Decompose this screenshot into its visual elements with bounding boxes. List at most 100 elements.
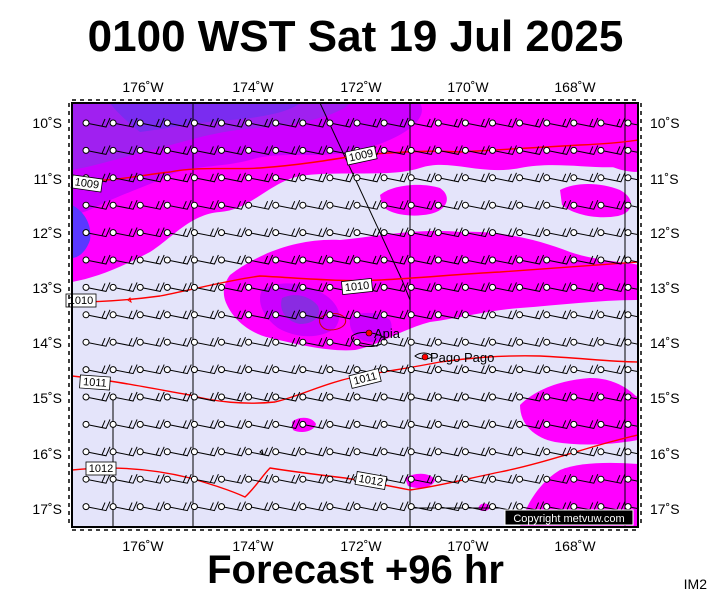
wind-barb	[600, 336, 626, 347]
place-markers: Apia Pago Pago	[365, 326, 494, 365]
wind-barb	[627, 478, 638, 482]
wind-barb	[248, 419, 274, 429]
wind-station-dot	[163, 146, 171, 154]
wind-barb	[302, 419, 328, 429]
wind-barb	[438, 282, 463, 292]
wind-station-dot	[407, 174, 415, 182]
wind-barb	[600, 145, 626, 155]
islet	[127, 297, 132, 304]
wind-barb	[627, 204, 638, 208]
wind-station-dot	[136, 229, 144, 237]
wind-station-dot	[190, 448, 198, 456]
wind-barb	[438, 172, 463, 183]
wind-station-dot	[82, 229, 90, 237]
wind-station-dot	[624, 475, 632, 483]
wind-barb	[275, 391, 301, 402]
wind-station-dot	[82, 420, 90, 428]
wind-barb	[221, 446, 246, 457]
wind-barb	[384, 336, 409, 347]
wind-barb	[465, 172, 490, 183]
wind-station-dot	[434, 174, 442, 182]
wind-station-dot	[218, 119, 225, 127]
wind-station-dot	[461, 174, 469, 182]
wind-station-dot	[624, 311, 632, 319]
wind-station-dot	[597, 201, 605, 209]
wind-barb	[411, 117, 436, 128]
wind-barb	[140, 364, 165, 375]
wind-barb	[411, 309, 436, 320]
wind-station-dot	[190, 256, 198, 264]
wind-barb	[438, 501, 463, 512]
isobar-label: 1010	[344, 280, 370, 294]
wind-station-dot	[543, 448, 551, 456]
wind-barb	[221, 199, 246, 210]
wind-station-dot	[272, 420, 280, 428]
wind-station-dot	[163, 174, 171, 182]
wind-barb	[384, 419, 409, 429]
wind-station-dot	[570, 420, 578, 428]
wind-station-dot	[245, 448, 253, 456]
wind-station-dot	[299, 146, 307, 154]
wind-barb	[248, 145, 274, 155]
wind-station-dot	[434, 338, 442, 346]
wind-barb	[546, 473, 572, 484]
wind-barb	[600, 199, 626, 210]
wind-station-dot	[597, 393, 605, 401]
wind-barb	[546, 227, 572, 238]
wind-barb	[438, 446, 463, 457]
wind-station-dot	[136, 283, 144, 291]
wind-station-dot	[163, 311, 171, 319]
wind-station-dot	[570, 146, 578, 154]
wind-barb	[573, 199, 599, 210]
wind-barb	[302, 501, 328, 512]
wind-barb	[275, 364, 301, 375]
wind-station-dot	[245, 338, 253, 346]
wind-barb	[248, 199, 274, 210]
savaii-island	[319, 313, 347, 331]
wind-station-dot	[163, 420, 171, 428]
wind-station-dot	[516, 174, 524, 182]
wind-barb	[302, 254, 328, 265]
wind-barb	[140, 501, 165, 512]
wind-barb	[275, 282, 301, 292]
wind-barb	[519, 473, 545, 484]
wind-station-dot	[380, 338, 388, 346]
wind-station-dot	[245, 366, 253, 374]
wind-station-dot	[516, 229, 524, 237]
wind-barb	[275, 419, 301, 429]
wind-station-dot	[109, 393, 117, 401]
wind-barb	[194, 199, 219, 210]
wind-barb	[194, 473, 219, 484]
wind-station-dot	[489, 393, 496, 401]
lat-label: 17˚S	[32, 501, 62, 517]
wind-barb	[140, 172, 165, 183]
wind-station-dot	[136, 174, 144, 182]
lat-label: 10˚S	[650, 115, 680, 131]
wind-station-dot	[218, 475, 225, 483]
wind-barb	[519, 199, 545, 210]
wind-station-dot	[353, 503, 361, 511]
wind-barb	[411, 446, 436, 457]
wind-station-dot	[570, 229, 578, 237]
wind-station-dot	[516, 256, 524, 264]
wind-barb	[411, 254, 436, 265]
wind-station-dot	[380, 256, 388, 264]
wind-station-dot	[543, 338, 551, 346]
wind-station-dot	[109, 503, 117, 511]
wind-station-dot	[380, 420, 388, 428]
wind-barb	[384, 227, 409, 238]
wind-barb	[465, 145, 490, 155]
lat-label: 11˚S	[650, 171, 679, 187]
wind-barb	[140, 199, 165, 210]
wind-station-dot	[190, 393, 198, 401]
isobar-label: 1010	[69, 295, 93, 307]
wind-barb	[167, 254, 192, 265]
wind-barb	[384, 282, 409, 292]
wind-station-dot	[489, 503, 496, 511]
wind-station-dot	[245, 119, 253, 127]
wind-barb	[302, 117, 328, 128]
wind-station-dot	[163, 229, 171, 237]
wind-station-dot	[299, 201, 307, 209]
wind-barb	[384, 446, 409, 457]
wind-station-dot	[353, 311, 361, 319]
